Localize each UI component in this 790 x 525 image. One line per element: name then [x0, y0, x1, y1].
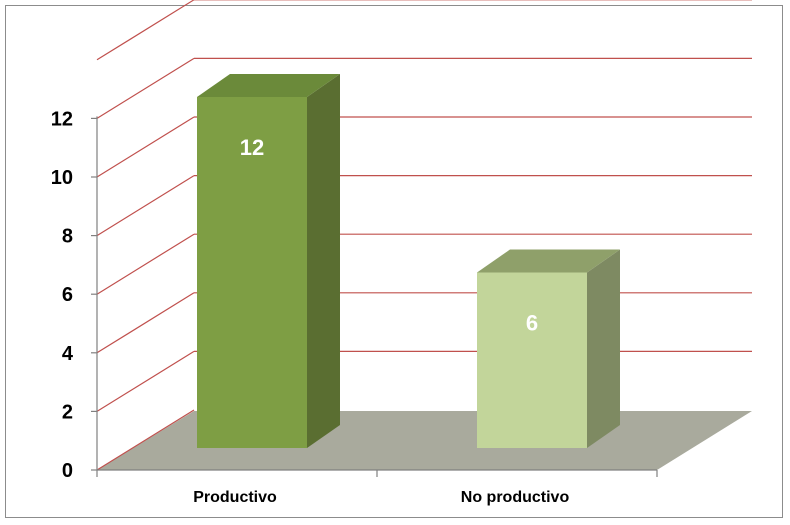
bar-front — [197, 97, 307, 448]
data-label: 12 — [240, 135, 264, 160]
x-category-label: No productivo — [461, 489, 570, 506]
x-category-label: Productivo — [193, 489, 277, 506]
bar-front — [477, 272, 587, 448]
y-tick-label: 2 — [62, 401, 73, 423]
gridline-side — [96, 350, 195, 412]
bar-top — [477, 249, 620, 273]
bar — [197, 74, 340, 448]
bar-top — [197, 74, 340, 97]
y-tick-label: 12 — [51, 108, 73, 130]
gridline-side — [96, 292, 195, 354]
bar — [477, 249, 620, 448]
chart-floor — [97, 411, 752, 470]
y-tick-label: 6 — [62, 284, 73, 306]
gridline-side — [96, 409, 195, 471]
gridline-side — [96, 233, 195, 295]
gridline-side — [96, 175, 195, 237]
y-tick-label: 10 — [51, 167, 73, 189]
gridline-side — [96, 57, 195, 119]
gridline-side — [96, 0, 195, 61]
data-label: 6 — [526, 311, 538, 336]
bar-side — [587, 249, 620, 448]
bar-side — [307, 74, 340, 448]
y-tick-label: 8 — [62, 226, 73, 248]
gridline-side — [96, 116, 195, 178]
y-tick-label: 0 — [62, 460, 73, 482]
y-tick-label: 4 — [62, 343, 74, 365]
